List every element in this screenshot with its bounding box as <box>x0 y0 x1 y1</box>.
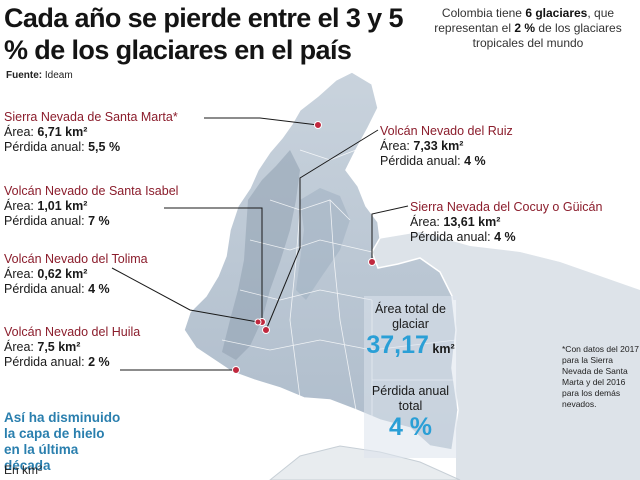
intro-pre: Colombia tiene <box>441 6 526 20</box>
glacier-name: Volcán Nevado del Ruiz <box>380 124 513 138</box>
label-tolima: Volcán Nevado del Tolima Área: 0,62 km² … <box>4 252 148 297</box>
area-value: 6,71 km² <box>37 125 88 139</box>
intro-text: Colombia tiene 6 glaciares, que represen… <box>418 6 638 51</box>
area-label: Área: <box>4 340 34 354</box>
glacier-name: Sierra Nevada del Cocuy o Güicán <box>410 200 603 214</box>
label-ruiz: Volcán Nevado del Ruiz Área: 7,33 km² Pé… <box>380 124 513 169</box>
loss-value: 4 % <box>464 154 486 168</box>
glacier-name: Sierra Nevada de Santa Marta* <box>4 110 178 124</box>
loss-value: 7 % <box>88 214 110 228</box>
loss-label: Pérdida anual: <box>4 282 85 296</box>
andes-relief <box>222 150 300 360</box>
area-label: Área: <box>410 215 440 229</box>
loss-label: Pérdida anual: <box>4 140 85 154</box>
intro-percent: 2 % <box>514 21 536 35</box>
glacier-name: Volcán Nevado del Huila <box>4 325 141 339</box>
area-label: Área: <box>4 267 34 281</box>
totals-panel <box>364 296 457 458</box>
marker-cocuy <box>368 258 376 266</box>
intro-mid: , que representan el <box>434 6 615 35</box>
label-huila: Volcán Nevado del Huila Área: 7,5 km² Pé… <box>4 325 140 370</box>
leader-lines <box>111 117 409 371</box>
loss-label: Pérdida anual: <box>4 355 85 369</box>
area-value: 7,33 km² <box>413 139 464 153</box>
glacier-markers <box>232 121 376 374</box>
loss-label: Pérdida anual: <box>380 154 461 168</box>
footnote: *Con datos del 2017 para la Sierra Nevad… <box>562 344 640 409</box>
total-area: 37,17 km² <box>364 333 457 358</box>
marker-tolima <box>254 318 262 326</box>
marker-ruiz <box>262 326 270 334</box>
area-label: Área: <box>4 199 34 213</box>
loss-value: 2 % <box>88 355 110 369</box>
andes-relief-east <box>296 188 350 300</box>
glacier-name: Volcán Nevado de Santa Isabel <box>4 184 179 198</box>
label-santa-isabel: Volcán Nevado de Santa Isabel Área: 1,01… <box>4 184 178 229</box>
area-value: 0,62 km² <box>37 267 88 281</box>
marker-huila <box>232 366 240 374</box>
decline-title: Así ha disminuido la capa de hielo en la… <box>4 410 121 473</box>
loss-value: 5,5 % <box>88 140 121 154</box>
glacier-name: Volcán Nevado del Tolima <box>4 252 148 266</box>
loss-value: 4 % <box>494 230 516 244</box>
area-value: 13,61 km² <box>443 215 501 229</box>
total-loss: 4 % <box>364 415 457 440</box>
intro-post: de los glaciares tropicales del mundo <box>472 21 622 50</box>
total-area-unit: km² <box>432 342 455 356</box>
total-loss-label: Pérdida anual total <box>371 384 450 413</box>
area-label: Área: <box>4 125 34 139</box>
source: Fuente: Ideam <box>6 70 73 81</box>
label-santa-marta: Sierra Nevada de Santa Marta* Área: 6,71… <box>4 110 178 155</box>
unit-label: En km² <box>4 463 43 477</box>
intro-glacier-count: 6 glaciares <box>525 6 588 20</box>
area-label: Área: <box>380 139 410 153</box>
source-value: Ideam <box>44 70 73 81</box>
marker-santa-marta <box>314 121 322 129</box>
source-label: Fuente: <box>6 70 43 81</box>
total-area-value: 37,17 <box>366 331 429 359</box>
headline: Cada año se pierde entre el 3 y 5 % de l… <box>4 3 403 65</box>
label-cocuy: Sierra Nevada del Cocuy o Güicán Área: 1… <box>410 200 602 245</box>
loss-label: Pérdida anual: <box>4 214 85 228</box>
area-value: 1,01 km² <box>37 199 88 213</box>
area-value: 7,5 km² <box>37 340 81 354</box>
total-area-label: Área total de glaciar <box>375 302 446 331</box>
loss-label: Pérdida anual: <box>410 230 491 244</box>
loss-value: 4 % <box>88 282 110 296</box>
total-loss-value: 4 % <box>388 413 433 441</box>
